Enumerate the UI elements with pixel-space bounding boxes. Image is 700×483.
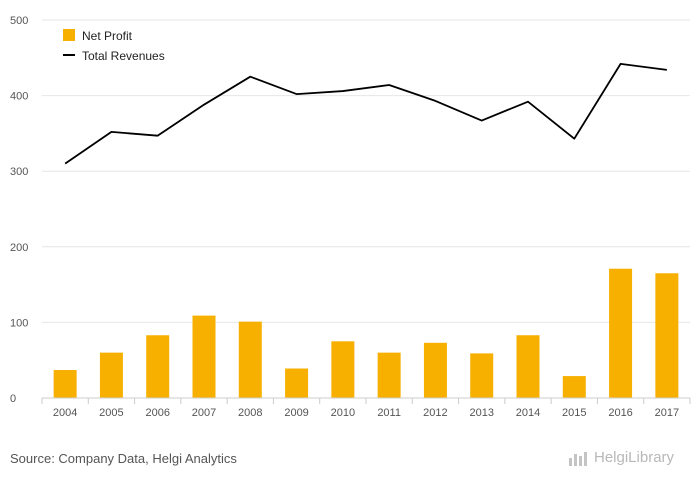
x-tick-label: 2016	[608, 407, 632, 419]
y-tick-label: 0	[10, 393, 16, 405]
bar-net-profit	[238, 321, 262, 398]
bar-net-profit	[99, 352, 123, 398]
legend: Net Profit Total Revenues	[63, 29, 165, 63]
bar-net-profit	[146, 335, 170, 398]
x-tick-label: 2012	[423, 407, 447, 419]
bar-net-profit	[285, 368, 309, 398]
legend-swatch-net-profit	[63, 29, 75, 41]
chart-svg: 0 100 200 300 400 500 2004 2005 2006 2007 2008 2009…	[10, 15, 691, 419]
x-tick-label: 2008	[238, 407, 262, 419]
legend-label-total-revenues: Total Revenues	[82, 49, 165, 63]
axis-layer: 0 100 200 300 400 500 2004 2005 2006 2007 2008 2009…	[10, 15, 691, 419]
bars-layer	[53, 268, 679, 398]
bar-net-profit	[377, 352, 401, 398]
y-tick-label: 500	[10, 15, 28, 27]
brand-name: HelgiLibrary	[594, 449, 675, 466]
x-tick-label: 2015	[562, 407, 586, 419]
x-tick-label: 2009	[284, 407, 308, 419]
source-note: Source: Company Data, Helgi Analytics	[10, 451, 237, 466]
x-tick-label: 2017	[655, 407, 679, 419]
line-total-revenues	[64, 62, 667, 165]
x-tick-label: 2010	[331, 407, 355, 419]
grid-layer	[42, 19, 690, 323]
bar-net-profit	[516, 335, 540, 398]
bar-net-profit	[53, 370, 77, 398]
bar-net-profit	[655, 273, 679, 398]
bar-net-profit	[192, 315, 216, 398]
bar-net-profit	[423, 342, 447, 398]
bar-chart-icon	[569, 451, 587, 466]
bar-net-profit	[609, 268, 633, 398]
x-tick-label: 2007	[192, 407, 216, 419]
x-tick-label: 2004	[53, 407, 77, 419]
x-tick-label: 2005	[99, 407, 123, 419]
y-tick-label: 400	[10, 91, 28, 103]
x-tick-label: 2011	[377, 407, 401, 419]
brand-logo: HelgiLibrary	[568, 449, 674, 466]
legend-label-net-profit: Net Profit	[82, 29, 133, 43]
x-tick-label: 2013	[469, 407, 493, 419]
y-tick-label: 100	[10, 317, 28, 329]
x-tick-label: 2014	[516, 407, 540, 419]
line-layer	[64, 62, 667, 165]
bar-net-profit	[470, 353, 494, 398]
bar-net-profit	[562, 376, 586, 398]
x-tick-label: 2006	[145, 407, 169, 419]
bar-net-profit	[331, 341, 355, 398]
y-tick-label: 200	[10, 242, 28, 254]
y-tick-label: 300	[10, 166, 28, 178]
